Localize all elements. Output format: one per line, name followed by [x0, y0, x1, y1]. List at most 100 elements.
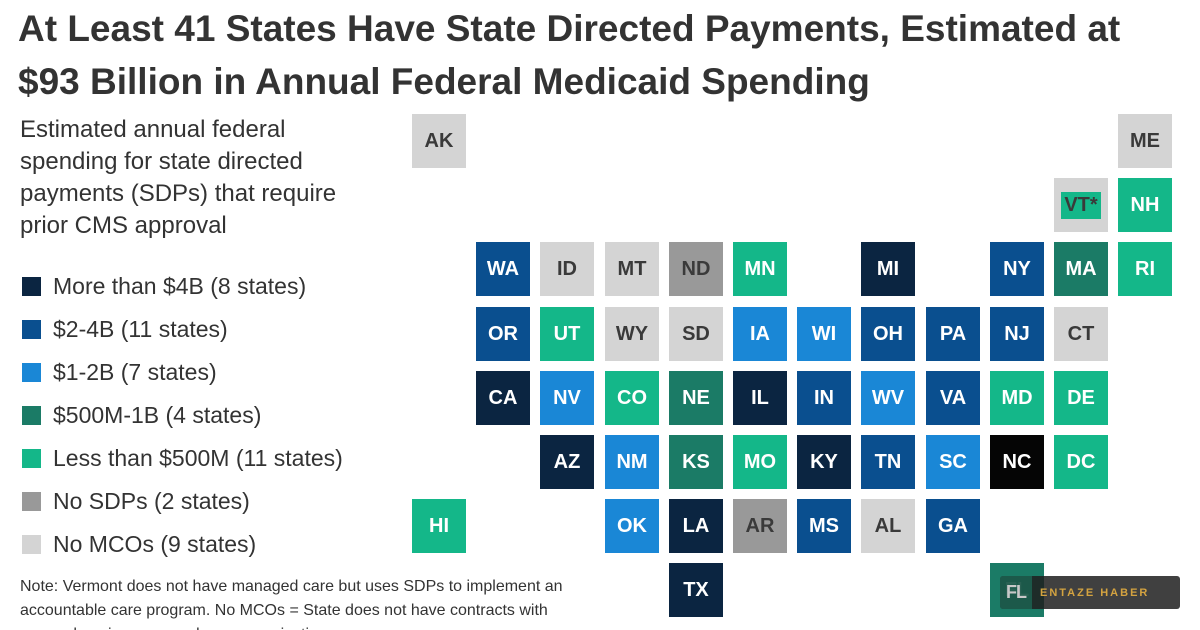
state-label: NY [1003, 257, 1031, 280]
legend-swatch [22, 277, 41, 296]
state-label: ID [557, 257, 577, 280]
state-tile-me: ME [1118, 114, 1172, 168]
state-tile-ia: IA [733, 307, 787, 361]
legend-item: No SDPs (2 states) [22, 480, 343, 523]
watermark-text: ENTAZE HABER [1040, 586, 1150, 599]
footnote: Note: Vermont does not have managed care… [20, 578, 563, 630]
state-label: WA [486, 257, 520, 280]
state-tile-wa: WA [476, 242, 530, 296]
state-tile-wy: WY [605, 307, 659, 361]
state-label: VT* [1061, 191, 1101, 219]
legend-item: Less than $500M (11 states) [22, 437, 343, 480]
state-label: DE [1067, 386, 1095, 409]
state-tile-tx: TX [669, 563, 723, 617]
state-tile-md: MD [990, 371, 1044, 425]
state-tile-in: IN [797, 371, 851, 425]
state-tile-wi: WI [797, 307, 851, 361]
state-label: ME [1130, 129, 1160, 152]
state-label: NM [616, 450, 648, 473]
state-label: DC [1066, 450, 1096, 473]
state-tile-ak: AK [412, 114, 466, 168]
state-label: MD [1001, 386, 1033, 409]
legend-swatch [22, 535, 41, 554]
state-tile-ne: NE [669, 371, 723, 425]
state-tile-nc: NC [990, 435, 1044, 489]
state-tile-oh: OH [861, 307, 915, 361]
legend-item: More than $4B (8 states) [22, 265, 343, 308]
state-label: NJ [1004, 322, 1030, 345]
state-tile-ut: UT [540, 307, 594, 361]
state-tile-va: VA [926, 371, 980, 425]
legend-item: $2-4B (11 states) [22, 308, 343, 351]
state-label: MS [809, 514, 839, 537]
state-tile-or: OR [476, 307, 530, 361]
state-tile-ar: AR [733, 499, 787, 553]
state-tile-ct: CT [1054, 307, 1108, 361]
legend-label: More than $4B (8 states) [53, 273, 307, 299]
state-label: MO [743, 450, 777, 473]
state-label: PA [939, 322, 967, 345]
state-tile-co: CO [605, 371, 659, 425]
state-label: IL [751, 386, 769, 409]
legend-swatch [22, 363, 41, 382]
state-label: NH [1130, 193, 1160, 216]
legend-swatch [22, 406, 41, 425]
legend-item: $500M-1B (4 states) [22, 394, 343, 437]
state-label: LA [682, 514, 710, 537]
state-label: NC [1002, 450, 1032, 473]
state-label: OH [873, 322, 903, 345]
legend-item: $1-2B (7 states) [22, 351, 343, 394]
state-tile-nd: ND [669, 242, 723, 296]
state-tile-nm: NM [605, 435, 659, 489]
state-tile-al: AL [861, 499, 915, 553]
state-tile-nj: NJ [990, 307, 1044, 361]
state-label: IA [750, 322, 770, 345]
state-label: AK [424, 129, 454, 152]
watermark: FL ENTAZE HABER [1000, 576, 1180, 609]
state-label: MN [744, 257, 776, 280]
state-label: TX [683, 578, 709, 601]
state-label: WV [871, 386, 905, 409]
state-label: AR [745, 514, 775, 537]
state-tile-az: AZ [540, 435, 594, 489]
state-tile-wv: WV [861, 371, 915, 425]
state-label: VA [939, 386, 967, 409]
state-tile-ms: MS [797, 499, 851, 553]
state-tile-mn: MN [733, 242, 787, 296]
state-label: SC [939, 450, 967, 473]
state-label: WI [811, 322, 837, 345]
state-label: AL [874, 514, 902, 537]
state-tile-tn: TN [861, 435, 915, 489]
state-label: RI [1135, 257, 1155, 280]
state-tile-ma: MA [1054, 242, 1108, 296]
state-tile-ga: GA [926, 499, 980, 553]
state-tile-la: LA [669, 499, 723, 553]
state-label: KY [810, 450, 838, 473]
state-tile-hi: HI [412, 499, 466, 553]
state-tile-ky: KY [797, 435, 851, 489]
state-label: CO [617, 386, 647, 409]
state-label: NV [553, 386, 581, 409]
state-tile-mt: MT [605, 242, 659, 296]
chart-title: At Least 41 States Have State Directed P… [18, 8, 1121, 102]
state-label: MI [876, 257, 900, 280]
legend-label: $2-4B (11 states) [53, 316, 228, 342]
legend-label: $500M-1B (4 states) [53, 402, 262, 428]
state-tile-vt: VT* [1054, 178, 1108, 232]
state-tile-ri: RI [1118, 242, 1172, 296]
legend-label: Less than $500M (11 states) [53, 445, 343, 471]
state-tile-sd: SD [669, 307, 723, 361]
legend-swatch [22, 320, 41, 339]
state-label: CA [488, 386, 518, 409]
legend-label: $1-2B (7 states) [53, 359, 217, 385]
state-tile-il: IL [733, 371, 787, 425]
state-label: WY [615, 322, 649, 345]
state-label: OK [617, 514, 647, 537]
state-label: OR [488, 322, 518, 345]
legend-swatch [22, 449, 41, 468]
state-label: TN [874, 450, 902, 473]
state-tile-dc: DC [1054, 435, 1108, 489]
state-label: IN [814, 386, 834, 409]
state-label: SD [682, 322, 710, 345]
state-tile-mi: MI [861, 242, 915, 296]
